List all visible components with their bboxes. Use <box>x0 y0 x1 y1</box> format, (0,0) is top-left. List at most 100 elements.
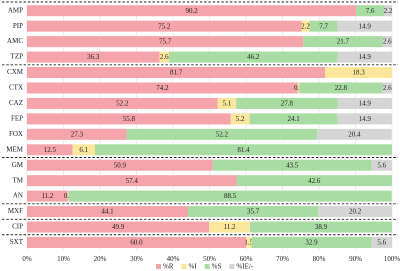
value-label: 52.2 <box>216 130 229 138</box>
x-tick-label: 70% <box>276 255 289 263</box>
value-label: 5.6 <box>377 239 386 247</box>
x-tick-label: 40% <box>167 255 180 263</box>
value-label: 57.4 <box>126 177 139 185</box>
value-label: 35.7 <box>247 208 260 216</box>
y-tick-label: FEP <box>11 114 23 122</box>
legend-swatch <box>204 264 210 269</box>
bar-segment <box>187 206 319 218</box>
legend-swatch <box>156 264 161 269</box>
y-tick-label: FOX <box>9 130 23 138</box>
y-tick-label: CTX <box>9 84 23 92</box>
value-label: 44.1 <box>101 208 114 216</box>
value-label: 88.5 <box>224 192 237 200</box>
value-label: 81.7 <box>170 69 183 77</box>
bar-segment <box>27 206 188 218</box>
x-tick-label: 50% <box>203 255 216 263</box>
bar-segment <box>209 221 251 233</box>
bar-segment <box>27 159 213 171</box>
bar-segment <box>371 159 392 171</box>
value-label: 14.9 <box>359 100 372 108</box>
bar-segment <box>159 51 169 63</box>
value-label: 49.9 <box>112 223 125 231</box>
value-label: 75.2 <box>158 22 171 30</box>
bar-segment <box>27 20 302 32</box>
value-label: 18.3 <box>352 69 365 77</box>
value-label: 7.7 <box>319 22 328 30</box>
legend-swatch <box>229 264 235 269</box>
bar-segment <box>301 20 310 32</box>
y-tick-label: PIP <box>13 22 23 30</box>
legend-label: %I <box>189 263 198 271</box>
value-label: 21.7 <box>337 38 350 46</box>
bar-segment <box>371 236 392 248</box>
x-tick-label: 60% <box>240 255 253 263</box>
bar-segment <box>249 113 338 125</box>
bar-segment <box>72 144 95 156</box>
value-label: 0.2 <box>64 192 73 200</box>
value-label: 5.2 <box>236 115 245 123</box>
bar-segment <box>246 236 252 248</box>
bar-segment <box>299 82 383 94</box>
bar-segment <box>251 236 372 248</box>
bar-segment <box>382 36 392 48</box>
bar-segment <box>382 82 392 94</box>
value-label: 12.5 <box>44 146 57 154</box>
bar-segment <box>325 67 392 79</box>
bar-segment <box>337 97 392 109</box>
value-label: 36.3 <box>87 53 100 61</box>
bar-segment <box>27 221 210 233</box>
bar-segment <box>236 175 392 187</box>
bar-segment <box>212 159 372 171</box>
y-tick-label: TM <box>13 176 24 184</box>
x-tick-label: 30% <box>130 255 143 263</box>
bar-segment <box>27 144 73 156</box>
y-tick-label: CAZ <box>9 99 23 107</box>
value-label: 2.6 <box>160 53 169 61</box>
value-label: 90.2 <box>185 7 198 15</box>
value-label: 27.3 <box>71 130 84 138</box>
value-label: 2.6 <box>383 38 392 46</box>
y-tick-label: AMC <box>7 37 23 45</box>
y-tick-label: AMP <box>8 6 23 14</box>
bar-segment <box>337 113 392 125</box>
bar-segment <box>27 51 160 63</box>
y-tick-label: CIP <box>12 223 23 231</box>
value-label: 55.8 <box>123 115 136 123</box>
value-label: 11.2 <box>41 192 53 200</box>
value-label: 5.1 <box>222 100 231 108</box>
y-tick-label: CXM <box>7 68 24 76</box>
value-label: 7.6 <box>366 7 375 15</box>
x-tick-label: 20% <box>94 255 107 263</box>
bar-segment <box>337 51 392 63</box>
bar-segment <box>27 175 237 187</box>
value-label: 81.4 <box>237 146 250 154</box>
value-label: 5.6 <box>377 161 386 169</box>
bar-segment <box>67 190 69 202</box>
y-tick-label: GM <box>12 161 24 169</box>
value-label: 50.9 <box>114 161 127 169</box>
value-label: 22.8 <box>335 84 348 92</box>
bar-segment <box>27 82 298 94</box>
x-tick-label: 100% <box>384 255 400 263</box>
y-tick-label: MXF <box>8 207 23 215</box>
y-tick-label: SXT <box>10 238 24 246</box>
bar-segment <box>383 5 392 17</box>
value-label: 43.5 <box>286 161 299 169</box>
value-label: 24.1 <box>288 115 301 123</box>
legend-label: %IE/- <box>236 263 253 271</box>
bar-segment <box>27 5 357 17</box>
bar-segment <box>27 128 127 140</box>
y-tick-label: TZP <box>11 53 24 61</box>
legend-label: %R <box>163 263 174 271</box>
bar-segment <box>27 67 326 79</box>
bar-segment <box>168 51 338 63</box>
value-label: 32.9 <box>305 239 318 247</box>
bar-segment <box>217 97 237 109</box>
value-label: 42.6 <box>308 177 321 185</box>
value-label: 0.4 <box>294 84 303 92</box>
value-label: 74.2 <box>156 84 169 92</box>
bar-segment <box>250 221 392 233</box>
value-label: 20.2 <box>349 208 362 216</box>
bar-segment <box>236 97 338 109</box>
